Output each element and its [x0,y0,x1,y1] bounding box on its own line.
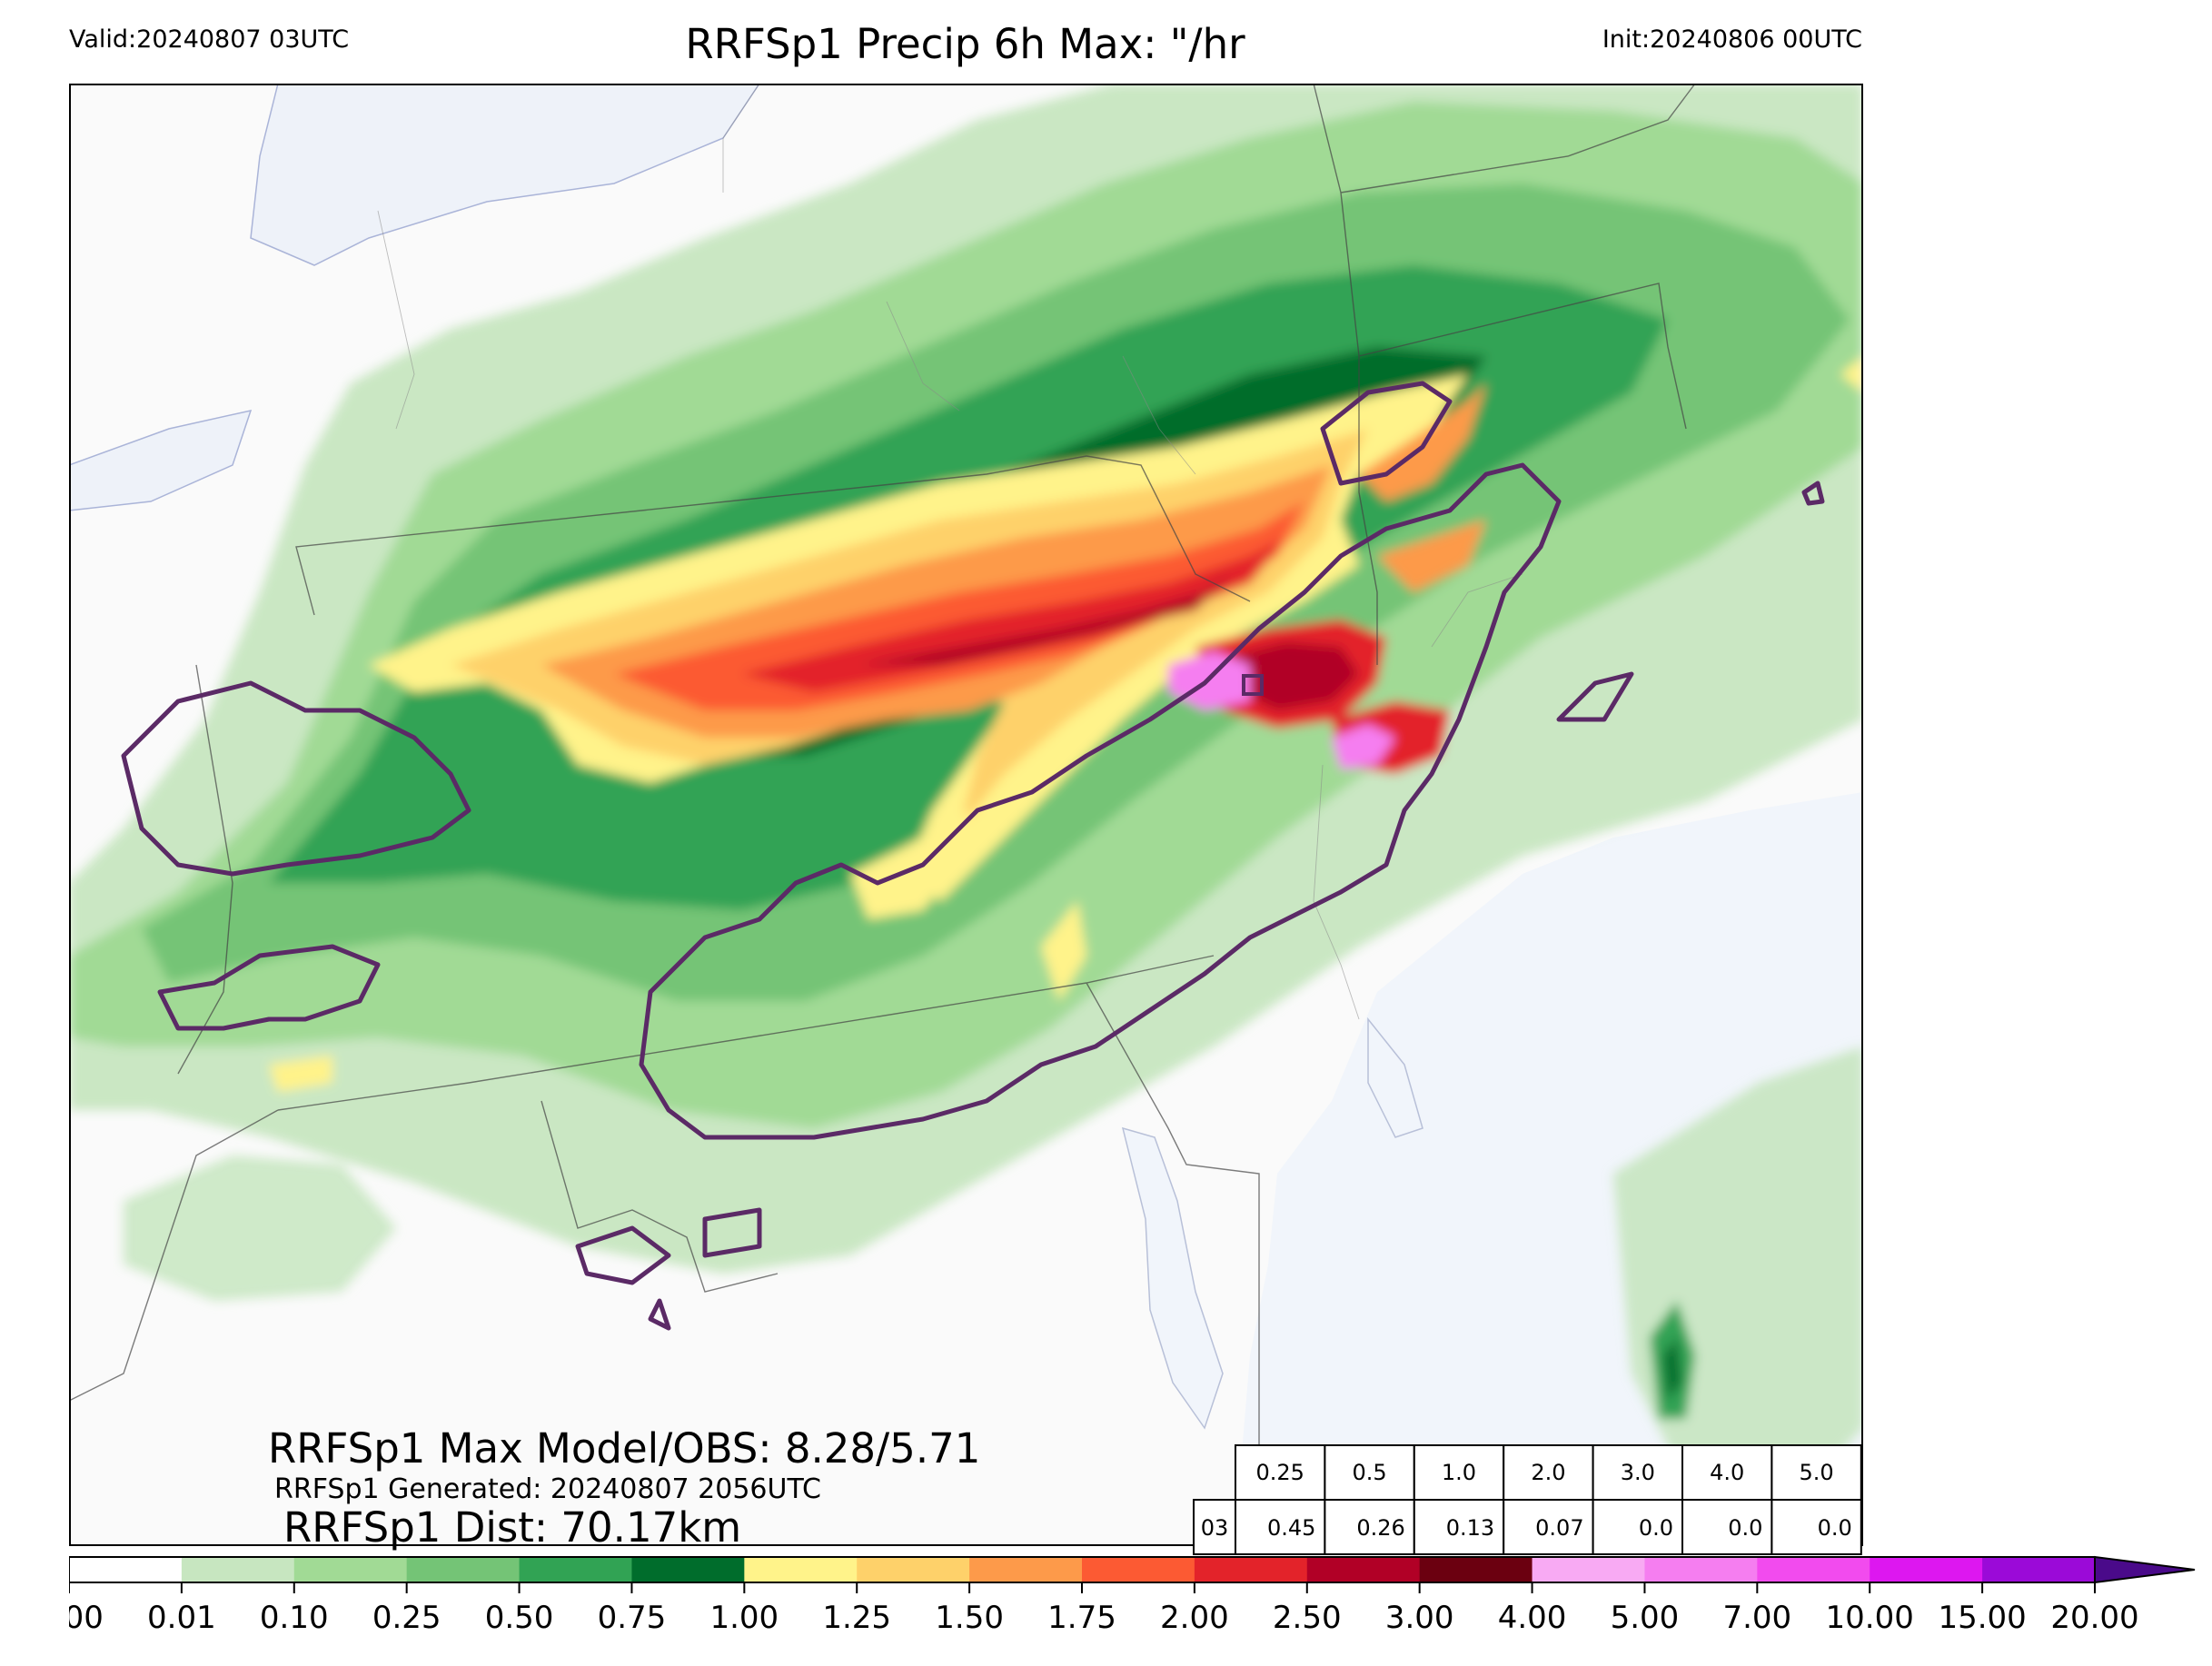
threshold-table: 0.25 0.5 1.0 2.0 3.0 4.0 5.0 03 0.45 0.26 0.13 0.07… [1193,1444,1862,1555]
colorbar-segment [293,1557,408,1582]
colorbar-tick-label: 1.00 [709,1600,779,1636]
colorbar-tick-label: 0.75 [598,1600,667,1636]
colorbar-segment [631,1557,745,1582]
table-threshold: 4.0 [1710,1460,1744,1485]
table-threshold: 5.0 [1800,1460,1834,1485]
init-time: Init:20240806 00UTC [1602,25,1862,54]
table-header-cell [1771,1444,1862,1501]
delaware-bay [1367,1016,1423,1138]
colorbar-extend-arrow [2094,1555,2196,1584]
colorbar-segment [969,1557,1083,1582]
precip-field [69,84,1863,1501]
colorbar-tick-label: 10.00 [1826,1600,1914,1636]
generated-time: RRFSp1 Generated: 20240807 2056UTC [274,1473,821,1505]
table-threshold: 1.0 [1442,1460,1476,1485]
table-value: 0.07 [1535,1515,1583,1541]
table-header-cell [1413,1444,1505,1501]
colorbar-segment [1532,1557,1645,1582]
table-threshold: 0.5 [1353,1460,1387,1485]
colorbar-tick-label: 15.00 [1938,1600,2026,1636]
colorbar-tick-label: 4.00 [1498,1600,1567,1636]
colorbar-tick-label: 1.50 [935,1600,1004,1636]
colorbar-tick-label: 2.50 [1273,1600,1342,1636]
colorbar-tick-label: 1.25 [822,1600,891,1636]
table-value: 0.0 [1818,1515,1852,1541]
colorbar-segment [1419,1557,1533,1582]
table-value: 0.0 [1728,1515,1762,1541]
map-title: RRFSp1 Precip 6h Max: "/hr [685,20,1245,68]
colorbar-segment [1194,1557,1308,1582]
table-value: 0.0 [1639,1515,1673,1541]
table-value: 0.26 [1356,1515,1404,1541]
colorbar-segment [1644,1557,1758,1582]
colorbar-tick-label: 20.00 [2050,1600,2138,1636]
table-threshold: 0.25 [1255,1460,1304,1485]
colorbar-tick-label: 0.50 [485,1600,554,1636]
state-boundaries [69,84,1696,1446]
chesapeake-bay [1121,1126,1224,1430]
table-threshold: 3.0 [1621,1460,1655,1485]
table-value-cell [1324,1499,1415,1555]
colorbar-tick-label: 0.10 [260,1600,329,1636]
table-header-cell [1503,1444,1594,1501]
table-value-cell [1681,1499,1773,1555]
colorbar-segment [519,1557,632,1582]
colorbar-tick-label: 7.00 [1722,1600,1791,1636]
max-model-obs: RRFSp1 Max Model/OBS: 8.28/5.71 [268,1424,981,1473]
obs-max-marker [1242,674,1264,696]
table-value-cell [1235,1499,1326,1555]
colorbar-tick-label: 3.00 [1385,1600,1454,1636]
colorbar-segment [1082,1557,1195,1582]
colorbar: 0.00 0.01 0.10 0.25 0.50 0.75 1.00 1.25 1.50 1.75… [69,1555,2196,1636]
table-value: 0.13 [1446,1515,1494,1541]
distance: RRFSp1 Dist: 70.17km [283,1503,742,1552]
table-value-cell [1503,1499,1594,1555]
colorbar-tick-label: 0.01 [147,1600,216,1636]
table-value-cell [1592,1499,1684,1555]
colorbar-segment [1306,1557,1421,1582]
colorbar-segment [857,1557,970,1582]
table-row-label: 03 [1201,1515,1229,1541]
colorbar-segment [744,1557,858,1582]
colorbar-segment [69,1557,183,1582]
precip-map [69,84,1863,1546]
colorbar-segment [181,1557,295,1582]
table-value-cell [1771,1499,1862,1555]
colorbar-tick-label: 0.00 [69,1600,104,1636]
colorbar-tick-label: 5.00 [1611,1600,1680,1636]
valid-time: Valid:20240807 03UTC [69,25,350,54]
table-threshold: 2.0 [1531,1460,1565,1485]
county-lines [377,84,1523,1020]
table-value: 0.45 [1267,1515,1315,1541]
colorbar-tick-label: 2.00 [1160,1600,1229,1636]
obs-contours [121,381,1825,1331]
colorbar-segment [1870,1557,1983,1582]
colorbar-tick-label: 1.75 [1047,1600,1116,1636]
colorbar-tick-label: 0.25 [372,1600,441,1636]
colorbar-segment [1757,1557,1870,1582]
colorbar-segment [1982,1557,2096,1582]
colorbar-segment [406,1557,521,1582]
lake-erie [69,409,253,511]
